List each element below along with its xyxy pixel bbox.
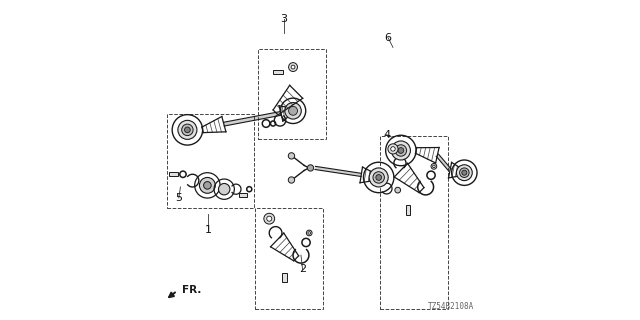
Bar [167, 114, 254, 208]
Circle shape [178, 120, 197, 140]
Circle shape [291, 65, 295, 69]
Polygon shape [315, 166, 362, 176]
Circle shape [398, 148, 404, 153]
Circle shape [388, 144, 398, 154]
Circle shape [433, 165, 435, 168]
Polygon shape [273, 70, 283, 74]
Polygon shape [406, 205, 410, 215]
Circle shape [288, 177, 294, 183]
Circle shape [200, 178, 215, 193]
Polygon shape [169, 172, 178, 176]
Bar [380, 136, 448, 309]
Bar [255, 208, 323, 309]
Circle shape [460, 168, 469, 178]
Text: TZ54B2108A: TZ54B2108A [428, 302, 474, 311]
Polygon shape [239, 193, 247, 196]
Polygon shape [436, 154, 451, 171]
Circle shape [308, 232, 310, 234]
Circle shape [289, 106, 298, 115]
Circle shape [218, 183, 230, 195]
Polygon shape [282, 273, 287, 282]
Circle shape [267, 216, 272, 221]
Circle shape [395, 145, 406, 156]
Text: 5: 5 [175, 193, 182, 203]
Circle shape [391, 147, 395, 151]
Circle shape [373, 172, 385, 183]
Circle shape [288, 153, 294, 159]
Circle shape [307, 165, 314, 171]
Circle shape [289, 63, 298, 71]
Circle shape [307, 230, 312, 236]
Circle shape [182, 124, 193, 136]
Circle shape [431, 164, 436, 169]
Circle shape [456, 165, 472, 180]
Circle shape [184, 127, 190, 133]
Circle shape [392, 141, 410, 160]
Circle shape [264, 213, 275, 224]
Text: 3: 3 [280, 14, 287, 24]
Circle shape [285, 103, 301, 119]
Circle shape [462, 170, 467, 175]
Circle shape [204, 181, 211, 189]
Circle shape [395, 187, 401, 193]
Text: 1: 1 [205, 225, 212, 235]
Text: FR.: FR. [182, 285, 201, 295]
Bar [258, 49, 326, 140]
Text: 4: 4 [383, 130, 390, 140]
Circle shape [376, 175, 381, 180]
Polygon shape [223, 111, 282, 126]
Circle shape [369, 168, 388, 187]
Text: 6: 6 [385, 33, 392, 43]
Text: 2: 2 [299, 264, 306, 275]
